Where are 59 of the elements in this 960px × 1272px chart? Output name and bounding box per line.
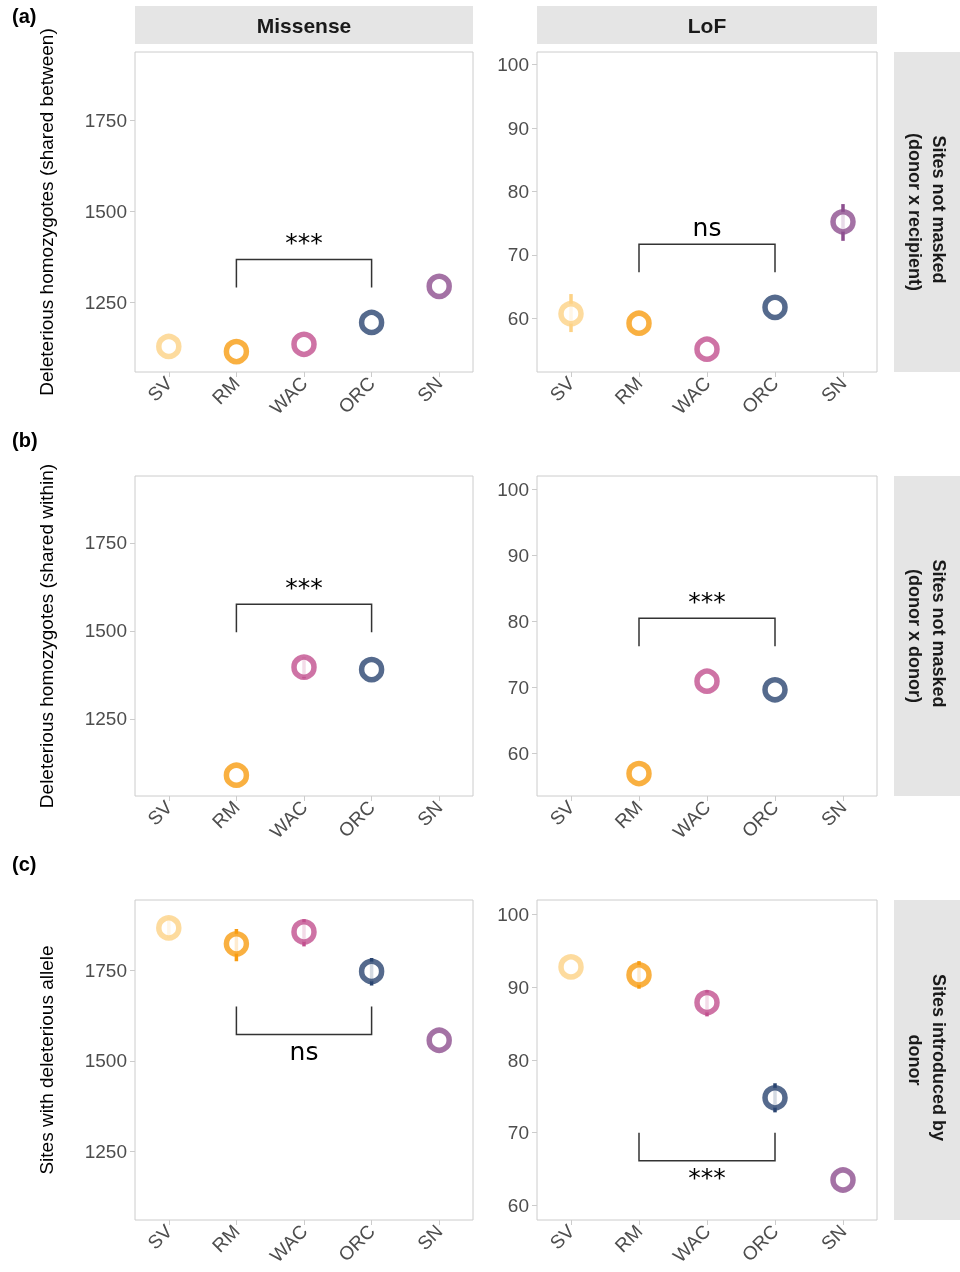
annotation: ***: [285, 572, 323, 602]
y-tick-label: 100: [497, 54, 529, 76]
x-tick-label: RM: [208, 796, 244, 833]
y-tick-label: 80: [507, 180, 529, 202]
y2-axis-title: Sites not masked (donor x donor): [905, 559, 949, 713]
x-tick-label: SN: [413, 1220, 447, 1255]
x-tick-label: RM: [208, 372, 244, 409]
y-axis-title: Sites with deleterious allele: [35, 945, 57, 1175]
x-tick-label: SV: [143, 796, 177, 830]
x-tick-label: SN: [816, 1220, 851, 1255]
y-tick-label: 1500: [84, 200, 127, 222]
x-tick-label: RM: [610, 1220, 647, 1257]
text: (a): [12, 5, 37, 27]
y-tick-label: 1250: [84, 1141, 127, 1163]
text: (c): [12, 853, 37, 875]
x-tick-label: SV: [143, 1220, 177, 1254]
y-tick-label: 100: [497, 904, 529, 926]
annotation: ***: [688, 1163, 726, 1193]
y-tick-label: 90: [507, 117, 529, 139]
annotation: ***: [688, 586, 726, 616]
x-tick-label: SN: [816, 796, 851, 831]
y-tick-label: 80: [507, 610, 529, 632]
y-tick-label: 60: [507, 742, 529, 764]
y-tick-label: 1750: [84, 532, 127, 554]
y-tick-label: 1500: [84, 1050, 127, 1072]
y-tick-label: 1750: [84, 109, 127, 131]
y2-axis-title: Sites not masked (donor x recipient): [905, 132, 949, 292]
annotation: ns: [289, 1036, 319, 1066]
y-tick-label: 1500: [84, 620, 127, 642]
x-tick-label: RM: [610, 372, 647, 409]
chart-title: Missense: [256, 13, 352, 37]
x-tick-label: SV: [545, 796, 579, 830]
y-tick-label: 60: [507, 1194, 529, 1216]
y-tick-label: 70: [507, 244, 529, 266]
y-tick-label: 100: [497, 478, 529, 500]
y-tick-label: 90: [507, 976, 529, 998]
x-tick-label: SN: [816, 372, 851, 407]
y-axis-title: Deleterious homozygotes (shared between): [35, 28, 57, 396]
x-tick-label: RM: [208, 1220, 244, 1257]
text: (b): [12, 429, 38, 451]
x-tick-label: RM: [610, 796, 647, 833]
y-tick-label: 1250: [84, 708, 127, 730]
x-tick-label: SV: [143, 372, 177, 406]
y-tick-label: 80: [507, 1049, 529, 1071]
y-tick-label: 90: [507, 544, 529, 566]
y-tick-label: 70: [507, 676, 529, 698]
y-axis-title: Deleterious homozygotes (shared within): [35, 463, 57, 809]
annotation: ***: [285, 227, 323, 257]
x-tick-label: SV: [545, 1220, 579, 1254]
x-tick-label: SV: [545, 372, 579, 406]
y-tick-label: 70: [507, 1122, 529, 1144]
x-tick-label: SN: [413, 372, 447, 407]
annotation: ns: [692, 212, 722, 242]
chart-title: LoF: [687, 13, 727, 37]
y-tick-label: 1250: [84, 291, 127, 313]
y-tick-label: 1750: [84, 959, 127, 981]
y-tick-label: 60: [507, 307, 529, 329]
x-tick-label: SN: [413, 796, 447, 831]
y2-axis-title: Sites introduced by donor: [905, 973, 949, 1147]
